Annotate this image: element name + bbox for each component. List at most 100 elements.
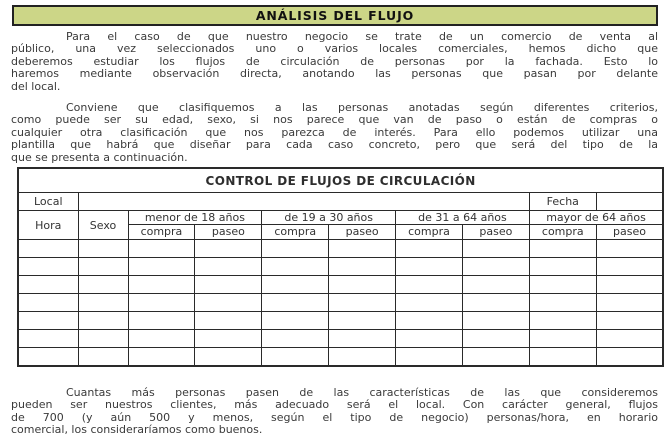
paseo-header: paseo xyxy=(595,224,664,240)
table-empty-row xyxy=(17,311,664,330)
table-empty-cell xyxy=(528,347,597,367)
table-empty-cell xyxy=(77,275,129,294)
table-empty-cell xyxy=(528,311,597,330)
table-empty-cell xyxy=(17,239,79,258)
age-group-header: mayor de 64 años xyxy=(528,210,664,225)
table-empty-row xyxy=(17,329,664,348)
table-empty-cell xyxy=(261,275,330,294)
table-empty-cell xyxy=(17,293,79,312)
table-empty-cell xyxy=(194,239,263,258)
text-line: comercial, los consideraríamos como buen… xyxy=(11,423,263,437)
table-empty-cell xyxy=(261,329,330,348)
table-empty-cell xyxy=(261,347,330,367)
table-empty-cell xyxy=(461,257,530,276)
table-empty-cell xyxy=(77,329,129,348)
table-empty-row xyxy=(17,257,664,276)
text-line: deberemos estudiar los flujos de circula… xyxy=(11,54,658,68)
table-empty-cell xyxy=(595,347,664,367)
text-line: pueden ser nuestros clientes, más adecua… xyxy=(11,398,658,412)
table-empty-cell xyxy=(528,239,597,258)
table-empty-cell xyxy=(328,329,397,348)
compra-header: compra xyxy=(528,224,597,240)
sexo-header-cell: Sexo xyxy=(77,210,129,240)
text-line: Cuantas más personas pasen de las caract… xyxy=(66,386,658,399)
table-empty-cell xyxy=(461,293,530,312)
page-title-banner: ANÁLISIS DEL FLUJO xyxy=(12,5,658,26)
table-empty-cell xyxy=(328,347,397,367)
table-empty-cell xyxy=(328,311,397,330)
paragraph-criterios: Conviene que clasifiquemos a las persona… xyxy=(11,101,658,164)
fecha-value-cell xyxy=(595,192,664,211)
table-empty-row xyxy=(17,275,664,294)
table-empty-cell xyxy=(261,311,330,330)
compra-paseo-header-row: compra paseo compra paseo compra paseo c… xyxy=(18,224,664,240)
table-empty-cell xyxy=(328,275,397,294)
table-empty-cell xyxy=(528,275,597,294)
age-group-header: menor de 18 años xyxy=(127,210,263,225)
compra-header: compra xyxy=(127,224,196,240)
local-fecha-row: Local Fecha xyxy=(17,192,664,211)
table-empty-cell xyxy=(595,329,664,348)
table-empty-cell xyxy=(127,311,196,330)
hora-header-cell: Hora xyxy=(17,210,79,240)
table-empty-cell xyxy=(395,293,463,312)
table-empty-cell xyxy=(194,311,263,330)
table-empty-cell xyxy=(528,329,597,348)
page-title: ANÁLISIS DEL FLUJO xyxy=(255,8,415,23)
table-empty-cell xyxy=(17,329,79,348)
text-line: que se presenta a continuación. xyxy=(11,150,188,164)
text-line: plantilla que habrá que diseñar para cad… xyxy=(11,138,658,152)
table-empty-cell xyxy=(328,257,397,276)
table-empty-cell xyxy=(77,347,129,367)
local-label-cell: Local xyxy=(17,192,79,211)
table-empty-cell xyxy=(127,329,196,348)
table-empty-row xyxy=(17,293,664,312)
table-empty-cell xyxy=(194,329,263,348)
text-line: Para el caso de que nuestro negocio se t… xyxy=(66,30,658,43)
table-empty-cell xyxy=(328,293,397,312)
table-empty-cell xyxy=(461,275,530,294)
local-value-cell xyxy=(77,192,530,211)
text-line: del local. xyxy=(11,79,61,93)
age-group-header: de 19 a 30 años xyxy=(261,210,397,225)
table-empty-cell xyxy=(461,347,530,367)
table-empty-cell xyxy=(528,257,597,276)
table-empty-cell xyxy=(17,257,79,276)
table-empty-cell xyxy=(395,275,463,294)
table-empty-cell xyxy=(595,239,664,258)
table-empty-cell xyxy=(127,347,196,367)
table-title-row: CONTROL DE FLUJOS DE CIRCULACIÓN xyxy=(17,167,664,193)
table-empty-cell xyxy=(261,239,330,258)
table-empty-row xyxy=(17,347,664,367)
table-empty-row xyxy=(17,239,664,258)
flujos-table-body: CONTROL DE FLUJOS DE CIRCULACIÓN Local F… xyxy=(17,167,664,367)
table-empty-cell xyxy=(194,275,263,294)
table-empty-cell xyxy=(595,293,664,312)
table-empty-cell xyxy=(595,275,664,294)
paseo-header: paseo xyxy=(194,224,263,240)
table-empty-cell xyxy=(395,311,463,330)
control-flujos-table: CONTROL DE FLUJOS DE CIRCULACIÓN Local F… xyxy=(17,167,665,367)
table-empty-cell xyxy=(194,347,263,367)
table-empty-cell xyxy=(77,257,129,276)
table-empty-cell xyxy=(328,239,397,258)
text-line: haremos mediante observación directa, an… xyxy=(11,67,658,81)
fecha-label-cell: Fecha xyxy=(528,192,597,211)
table-empty-cell xyxy=(528,293,597,312)
compra-header: compra xyxy=(261,224,330,240)
table-empty-cell xyxy=(77,239,129,258)
age-group-header-row: Hora Sexo menor de 18 años de 19 a 30 añ… xyxy=(17,210,664,240)
paragraph-conclusion: Cuantas más personas pasen de las caract… xyxy=(11,386,658,437)
table-empty-cell xyxy=(595,257,664,276)
table-empty-cell xyxy=(127,293,196,312)
table-empty-cell xyxy=(461,329,530,348)
table-empty-cell xyxy=(261,293,330,312)
table-empty-cell xyxy=(17,347,79,367)
table-empty-cell xyxy=(461,239,530,258)
table-empty-cell xyxy=(194,257,263,276)
paseo-header: paseo xyxy=(328,224,397,240)
text-line: público, una vez seleccionados uno o var… xyxy=(11,42,658,56)
paseo-header: paseo xyxy=(461,224,530,240)
table-empty-cell xyxy=(17,311,79,330)
